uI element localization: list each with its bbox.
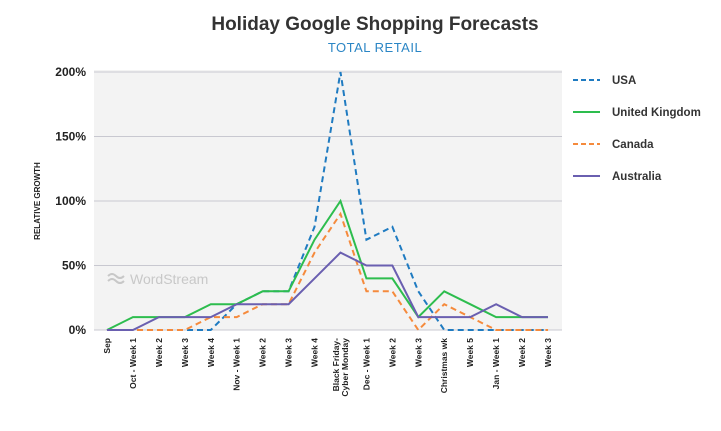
- legend-label: USA: [612, 75, 636, 87]
- x-tick-label: Week 4: [206, 338, 216, 367]
- x-tick-label: Nov - Week 1: [232, 338, 242, 391]
- x-tick-label: Sep: [102, 338, 112, 354]
- x-tick-label: Week 2: [517, 338, 527, 367]
- x-tick-label: Week 3: [180, 338, 190, 367]
- y-tick-label: 0%: [69, 323, 87, 337]
- x-tick-label: Week 5: [465, 338, 475, 367]
- series-line-australia: [107, 251, 548, 331]
- series-line-canada: [107, 211, 548, 332]
- legend-label: Australia: [612, 171, 662, 183]
- x-tick-label: Christmas wk: [439, 338, 449, 394]
- plot-area: [94, 70, 562, 330]
- x-tick-label: Jan - Week 1: [491, 338, 501, 390]
- y-tick-label: 150%: [55, 130, 86, 144]
- x-tick-label: Cyber Monday: [340, 338, 350, 397]
- y-tick-label: 100%: [55, 194, 86, 208]
- y-tick-label: 200%: [55, 65, 86, 79]
- y-tick-label: 50%: [62, 259, 86, 273]
- x-tick-label: Week 2: [387, 338, 397, 367]
- x-tick-label: Dec - Week 1: [361, 338, 371, 391]
- x-tick-label: Oct - Week 1: [128, 338, 138, 389]
- legend-label: Canada: [612, 139, 654, 151]
- watermark: WordStream: [130, 271, 208, 287]
- x-tick-label: Week 4: [310, 338, 320, 367]
- legend-label: United Kingdom: [612, 107, 701, 119]
- y-axis-label: RELATIVE GROWTH: [33, 162, 42, 240]
- wordstream-logo-icon: [107, 273, 125, 284]
- x-tick-label: Week 3: [284, 338, 294, 367]
- chart-title: Holiday Google Shopping Forecasts: [211, 14, 539, 35]
- x-tick-label: Week 3: [543, 338, 553, 367]
- chart-subtitle: TOTAL RETAIL: [327, 40, 423, 55]
- x-tick-label: Week 3: [413, 338, 423, 367]
- x-tick-label: Black Friday-: [331, 338, 341, 392]
- x-tick-label: Week 2: [154, 338, 164, 367]
- x-tick-label: Week 2: [258, 338, 268, 367]
